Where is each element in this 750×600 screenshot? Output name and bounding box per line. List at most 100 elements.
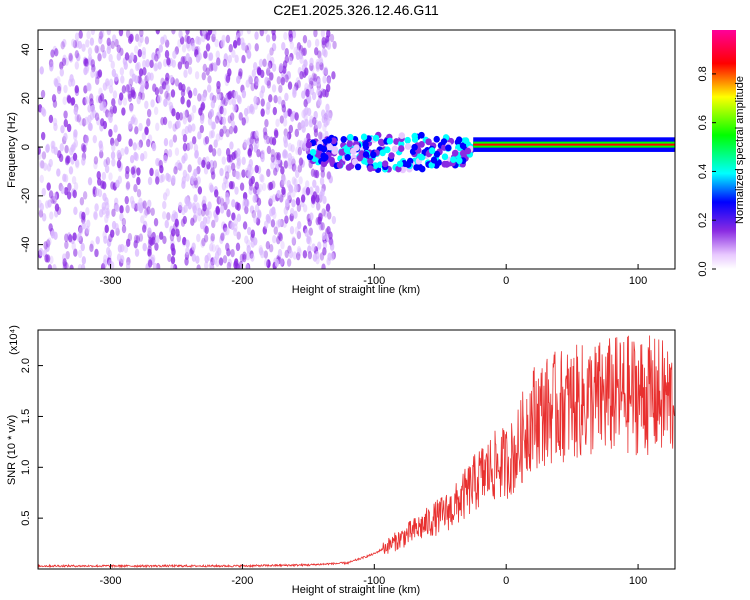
noise-cell-521 (230, 221, 235, 231)
spectrogram-y-tick-label-1: -20 (20, 188, 32, 204)
noise-cell-1410 (227, 91, 232, 100)
noise-cell-1181 (186, 43, 192, 52)
noise-cell-1191 (186, 35, 191, 45)
noise-cell-78 (295, 146, 300, 155)
noise-cell-599 (66, 95, 72, 104)
noise-cell-111 (140, 153, 145, 162)
noise-cell-1132 (207, 201, 212, 210)
noise-cell-92 (79, 197, 85, 206)
noise-cell-1093 (94, 248, 99, 258)
noise-cell-22 (241, 169, 246, 178)
noise-cell-386 (162, 235, 167, 245)
noise-cell-117 (254, 43, 259, 52)
noise-cell-184 (210, 129, 215, 139)
noise-cell-161 (252, 62, 258, 71)
noise-cell-1369 (213, 139, 218, 148)
noise-cell-1267 (191, 43, 196, 52)
noise-cell-1318 (304, 67, 309, 76)
noise-cell-289 (87, 104, 92, 113)
noise-cell-743 (187, 90, 193, 99)
noise-cell-1358 (193, 143, 199, 153)
noise-cell-1339 (203, 234, 209, 243)
noise-cell-940 (170, 89, 176, 98)
noise-cell-393 (102, 230, 107, 240)
noise-cell-655 (188, 141, 194, 150)
noise-cell-1348 (326, 76, 332, 85)
noise-cell-592 (287, 81, 293, 90)
noise-cell-831 (157, 61, 162, 70)
noise-cell-659 (277, 96, 282, 105)
transition-cell-1719 (331, 148, 338, 155)
noise-cell-721 (251, 69, 257, 78)
noise-cell-1104 (290, 113, 295, 122)
noise-cell-534 (269, 47, 274, 56)
noise-cell-1352 (271, 84, 277, 93)
noise-cell-1222 (62, 258, 67, 267)
noise-cell-423 (322, 240, 328, 250)
transition-cell-1756 (343, 146, 351, 154)
noise-cell-702 (172, 50, 177, 59)
noise-cell-182 (147, 199, 152, 208)
noise-cell-1013 (295, 48, 300, 57)
noise-cell-278 (322, 75, 327, 84)
noise-cell-312 (56, 76, 61, 85)
transition-cell-1610 (433, 150, 441, 158)
transition-cell-1724 (372, 134, 380, 142)
noise-cell-1064 (108, 172, 113, 181)
noise-cell-1301 (266, 62, 271, 71)
noise-cell-445 (224, 165, 229, 174)
noise-cell-1361 (38, 209, 44, 218)
noise-cell-634 (202, 203, 207, 212)
noise-cell-1460 (323, 66, 329, 75)
noise-cell-853 (254, 31, 259, 40)
noise-cell-264 (225, 34, 231, 44)
noise-cell-1310 (271, 207, 276, 216)
noise-cell-1069 (45, 143, 51, 153)
noise-cell-921 (270, 219, 276, 228)
noise-cell-26 (73, 206, 78, 216)
noise-cell-1409 (39, 202, 44, 212)
noise-cell-623 (89, 243, 94, 253)
noise-cell-1192 (231, 151, 236, 161)
noise-cell-1078 (293, 164, 298, 173)
transition-cell-1596 (418, 153, 425, 161)
noise-cell-709 (321, 263, 326, 269)
noise-cell-576 (258, 58, 264, 68)
noise-cell-524 (221, 116, 227, 126)
noise-cell-1357 (136, 95, 141, 105)
noise-cell-1451 (94, 112, 100, 121)
noise-cell-1061 (163, 137, 169, 147)
noise-cell-121 (222, 255, 228, 264)
noise-cell-1429 (171, 228, 176, 237)
colorbar-tick-label-2: 0.4 (697, 164, 709, 179)
noise-cell-421 (263, 131, 268, 141)
noise-cell-27 (145, 59, 150, 68)
noise-cell-786 (98, 35, 103, 45)
noise-cell-712 (65, 250, 70, 260)
noise-cell-637 (283, 110, 288, 119)
noise-cell-1454 (257, 209, 262, 218)
noise-cell-996 (272, 106, 278, 116)
snr-x-tick-label-2: -100 (363, 575, 385, 587)
noise-cell-1058 (185, 246, 190, 256)
noise-cell-1287 (46, 182, 51, 191)
noise-cell-676 (121, 107, 126, 116)
noise-cell-987 (222, 227, 228, 236)
noise-cell-1386 (217, 147, 222, 157)
noise-cell-1109 (306, 39, 312, 49)
noise-cell-1296 (286, 258, 292, 267)
noise-cell-1355 (284, 215, 289, 224)
noise-cell-624 (161, 211, 167, 220)
noise-cell-1193 (300, 194, 306, 203)
noise-cell-626 (235, 242, 241, 252)
noise-cell-910 (209, 159, 214, 169)
noise-cell-1114 (317, 97, 322, 106)
noise-cell-975 (253, 215, 258, 224)
noise-cell-1263 (296, 245, 302, 255)
noise-cell-794 (319, 132, 325, 141)
noise-cell-405 (316, 78, 321, 87)
noise-cell-1489 (235, 262, 240, 269)
noise-cell-608 (302, 204, 308, 213)
noise-cell-1477 (50, 49, 55, 58)
